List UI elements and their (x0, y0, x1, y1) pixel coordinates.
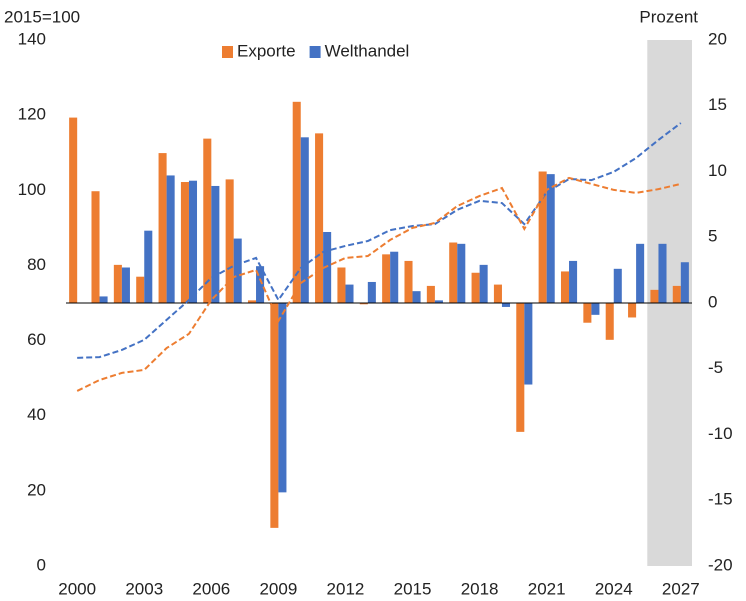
y2-tick-label: 10 (708, 161, 727, 180)
legend-label: Welthandel (325, 41, 410, 60)
bar (479, 264, 488, 303)
bar (426, 285, 435, 303)
bar (516, 303, 525, 432)
bar (382, 254, 391, 303)
legend-swatch (309, 46, 321, 58)
bar (404, 260, 413, 303)
bar (457, 243, 466, 303)
y-axis-label: 2015=100 (4, 7, 80, 26)
y-tick-label: 80 (27, 255, 46, 274)
x-tick-label: 2000 (58, 579, 96, 598)
bar (680, 262, 689, 303)
x-tick-label: 2015 (394, 579, 432, 598)
y2-tick-label: -15 (708, 490, 733, 509)
x-tick-label: 2006 (192, 579, 230, 598)
bar (323, 231, 332, 303)
bar (471, 272, 480, 303)
bar (292, 101, 301, 304)
bar (315, 133, 324, 303)
bar (605, 303, 614, 340)
bar (121, 267, 130, 303)
bar (337, 267, 346, 303)
y2-tick-label: 5 (708, 227, 717, 246)
bar (390, 251, 399, 303)
bar (524, 303, 533, 385)
dashed-line (77, 122, 682, 359)
bar (501, 303, 511, 307)
bar (449, 242, 458, 303)
bar (367, 281, 376, 303)
bar (628, 303, 637, 318)
x-tick-label: 2012 (327, 579, 365, 598)
y-tick-label: 0 (37, 555, 46, 574)
bar (278, 303, 287, 493)
y2-tick-label: -10 (708, 424, 733, 443)
bar (412, 291, 421, 303)
bar (180, 182, 189, 303)
bar (591, 303, 600, 315)
bar (144, 230, 153, 303)
bar (270, 303, 279, 528)
y-tick-label: 140 (18, 29, 46, 48)
bar (203, 138, 212, 303)
x-tick-label: 2009 (259, 579, 297, 598)
y2-tick-label: 0 (708, 292, 717, 311)
y-tick-label: 20 (27, 480, 46, 499)
bar (538, 171, 547, 303)
bar (113, 264, 122, 303)
bar (166, 175, 175, 303)
bar (188, 180, 198, 303)
bar (636, 243, 645, 303)
legend-label: Exporte (237, 41, 296, 60)
y2-tick-label: 20 (708, 29, 727, 48)
x-tick-label: 2021 (528, 579, 566, 598)
bar (583, 303, 592, 323)
x-tick-label: 2003 (125, 579, 163, 598)
bar (233, 238, 242, 303)
dashed-line (76, 176, 682, 392)
bar (613, 268, 622, 303)
y-tick-label: 40 (27, 405, 46, 424)
bar (560, 271, 570, 303)
bar (256, 266, 265, 303)
bar (225, 179, 234, 303)
y-tick-label: 100 (18, 180, 46, 199)
bar (91, 191, 100, 303)
x-tick-label: 2018 (461, 579, 499, 598)
bar (158, 153, 167, 303)
bar (69, 117, 78, 304)
y-tick-label: 60 (27, 330, 46, 349)
bar (345, 284, 354, 303)
y-tick-label: 120 (18, 105, 46, 124)
bar (546, 174, 555, 303)
y2-tick-label: -20 (708, 555, 733, 574)
y2-tick-label: -5 (708, 358, 723, 377)
y2-tick-label: 15 (708, 95, 727, 114)
legend-swatch (222, 46, 233, 58)
bar (658, 243, 667, 303)
bar (136, 276, 145, 303)
bar (569, 260, 578, 303)
x-tick-label: 2024 (595, 579, 633, 598)
bar (247, 300, 257, 303)
bar (99, 296, 108, 303)
bar (434, 300, 443, 303)
x-tick-label: 2027 (662, 579, 700, 598)
bar (650, 289, 659, 303)
bar (300, 137, 309, 303)
bar (211, 185, 220, 303)
y2-axis-label: Prozent (639, 7, 698, 26)
bar (359, 303, 368, 305)
bar (493, 284, 502, 303)
bar (672, 285, 681, 303)
